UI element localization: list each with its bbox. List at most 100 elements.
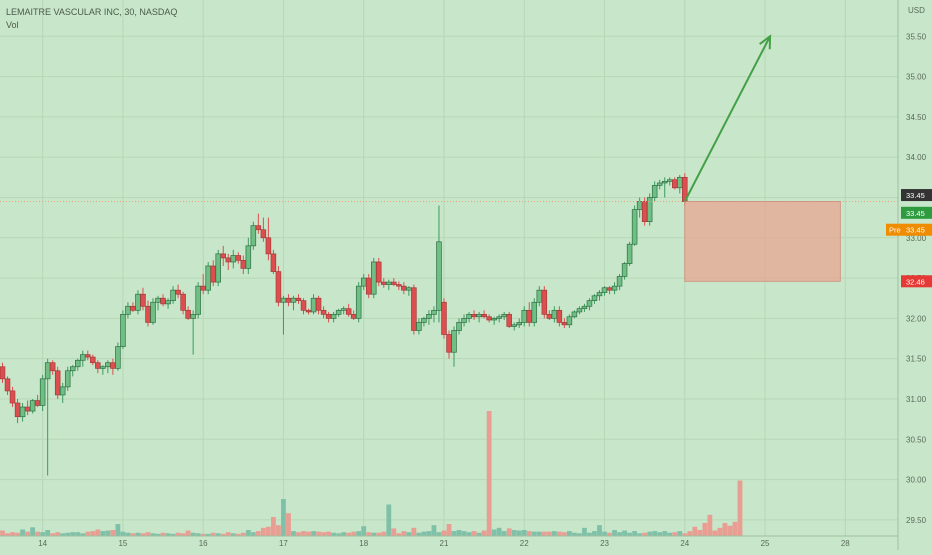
- drawing-layer[interactable]: [683, 34, 841, 282]
- volume-bar: [607, 532, 612, 536]
- candle-body: [310, 297, 317, 313]
- candle-body: [180, 293, 186, 311]
- candle-body: [466, 313, 472, 319]
- volume-bar: [60, 533, 66, 536]
- candle-body: [406, 287, 412, 291]
- volume-bar: [306, 531, 311, 536]
- volume-bar: [240, 532, 246, 536]
- volume-bar: [386, 504, 392, 536]
- volume-label: Vol: [6, 20, 19, 30]
- volume-bar: [210, 532, 216, 536]
- volume-bar: [431, 525, 437, 536]
- candle-body: [436, 241, 442, 311]
- volume-bar: [521, 530, 527, 536]
- volume-bar: [145, 532, 151, 536]
- volume-bar: [70, 532, 76, 536]
- volume-bar: [265, 526, 271, 536]
- candle-body: [365, 277, 372, 295]
- candle-body: [165, 300, 171, 305]
- volume-bar: [396, 533, 402, 536]
- y-tick-label: 34.50: [906, 113, 927, 122]
- volume-bar: [451, 531, 457, 536]
- candle-body: [551, 309, 558, 319]
- volume-bar: [592, 531, 597, 536]
- volume-bar: [45, 530, 51, 536]
- candle-body: [646, 197, 653, 223]
- candle-body: [581, 305, 588, 310]
- candle-body: [265, 237, 272, 255]
- candle-body: [345, 308, 352, 315]
- volume-bar: [55, 532, 61, 536]
- candle-body: [601, 287, 608, 293]
- candle-body: [200, 285, 206, 291]
- candle-body: [315, 297, 322, 311]
- candle-body: [44, 362, 51, 380]
- volume-bar: [200, 533, 206, 536]
- volume-bar: [321, 532, 326, 536]
- x-tick-label: 17: [279, 539, 288, 548]
- volume-bar: [602, 531, 607, 536]
- candle-body: [526, 309, 533, 323]
- candle-body: [376, 261, 382, 283]
- candle-body: [100, 366, 106, 369]
- y-tick-label: 30.00: [906, 476, 927, 485]
- candle-body: [501, 313, 507, 318]
- volume-bar: [632, 531, 638, 536]
- candle-body: [541, 289, 548, 315]
- volume-layer: [0, 411, 743, 536]
- trend-arrow-line: [683, 35, 771, 202]
- volume-bar: [476, 532, 482, 536]
- candle-body: [596, 292, 603, 297]
- volume-bar: [40, 532, 46, 536]
- last-price-tag: 33.45: [906, 209, 925, 218]
- candle-body: [9, 390, 16, 404]
- volume-bar: [245, 530, 251, 536]
- trend-arrow-head: [759, 34, 772, 50]
- candle-body: [586, 300, 593, 307]
- volume-bar: [466, 532, 472, 536]
- candle-body: [95, 362, 101, 369]
- volume-bar: [185, 530, 191, 536]
- volume-bar: [506, 528, 512, 536]
- x-tick-label: 14: [38, 539, 47, 548]
- candle-body: [606, 287, 613, 291]
- candle-body: [516, 322, 522, 326]
- volume-bar: [110, 530, 116, 536]
- candle-body: [220, 253, 226, 259]
- volume-bar: [491, 529, 497, 536]
- support-price-tag-bg: [901, 275, 932, 288]
- volume-bar: [105, 530, 111, 536]
- volume-bar: [100, 531, 106, 536]
- volume-bar: [346, 532, 352, 536]
- candle-body: [531, 301, 538, 323]
- candle-body: [105, 362, 111, 368]
- volume-bar: [30, 527, 36, 536]
- y-tick-label: 31.00: [906, 395, 927, 404]
- y-tick-label: 30.50: [906, 435, 927, 444]
- candle-body: [355, 285, 362, 319]
- volume-bar: [250, 532, 256, 536]
- volume-bar: [130, 533, 136, 536]
- volume-bar: [461, 531, 467, 536]
- y-tick-label: 35.50: [906, 32, 927, 41]
- candle-body: [496, 316, 502, 319]
- candle-body: [350, 313, 357, 319]
- volume-bar: [577, 533, 582, 536]
- volume-bar: [296, 532, 301, 536]
- candle-body: [160, 297, 166, 305]
- support-price-tag: 32.46: [906, 277, 925, 286]
- volume-bar: [281, 499, 286, 536]
- candle-body: [360, 277, 367, 287]
- candle-body: [546, 313, 553, 319]
- candle-body: [80, 354, 86, 361]
- candle-body: [431, 309, 437, 315]
- candle-body: [305, 309, 312, 313]
- candle-body: [561, 322, 568, 326]
- currency-label: USD: [908, 6, 925, 15]
- candle-body: [672, 179, 678, 189]
- volume-bar: [356, 531, 362, 536]
- volume-bar: [90, 531, 96, 536]
